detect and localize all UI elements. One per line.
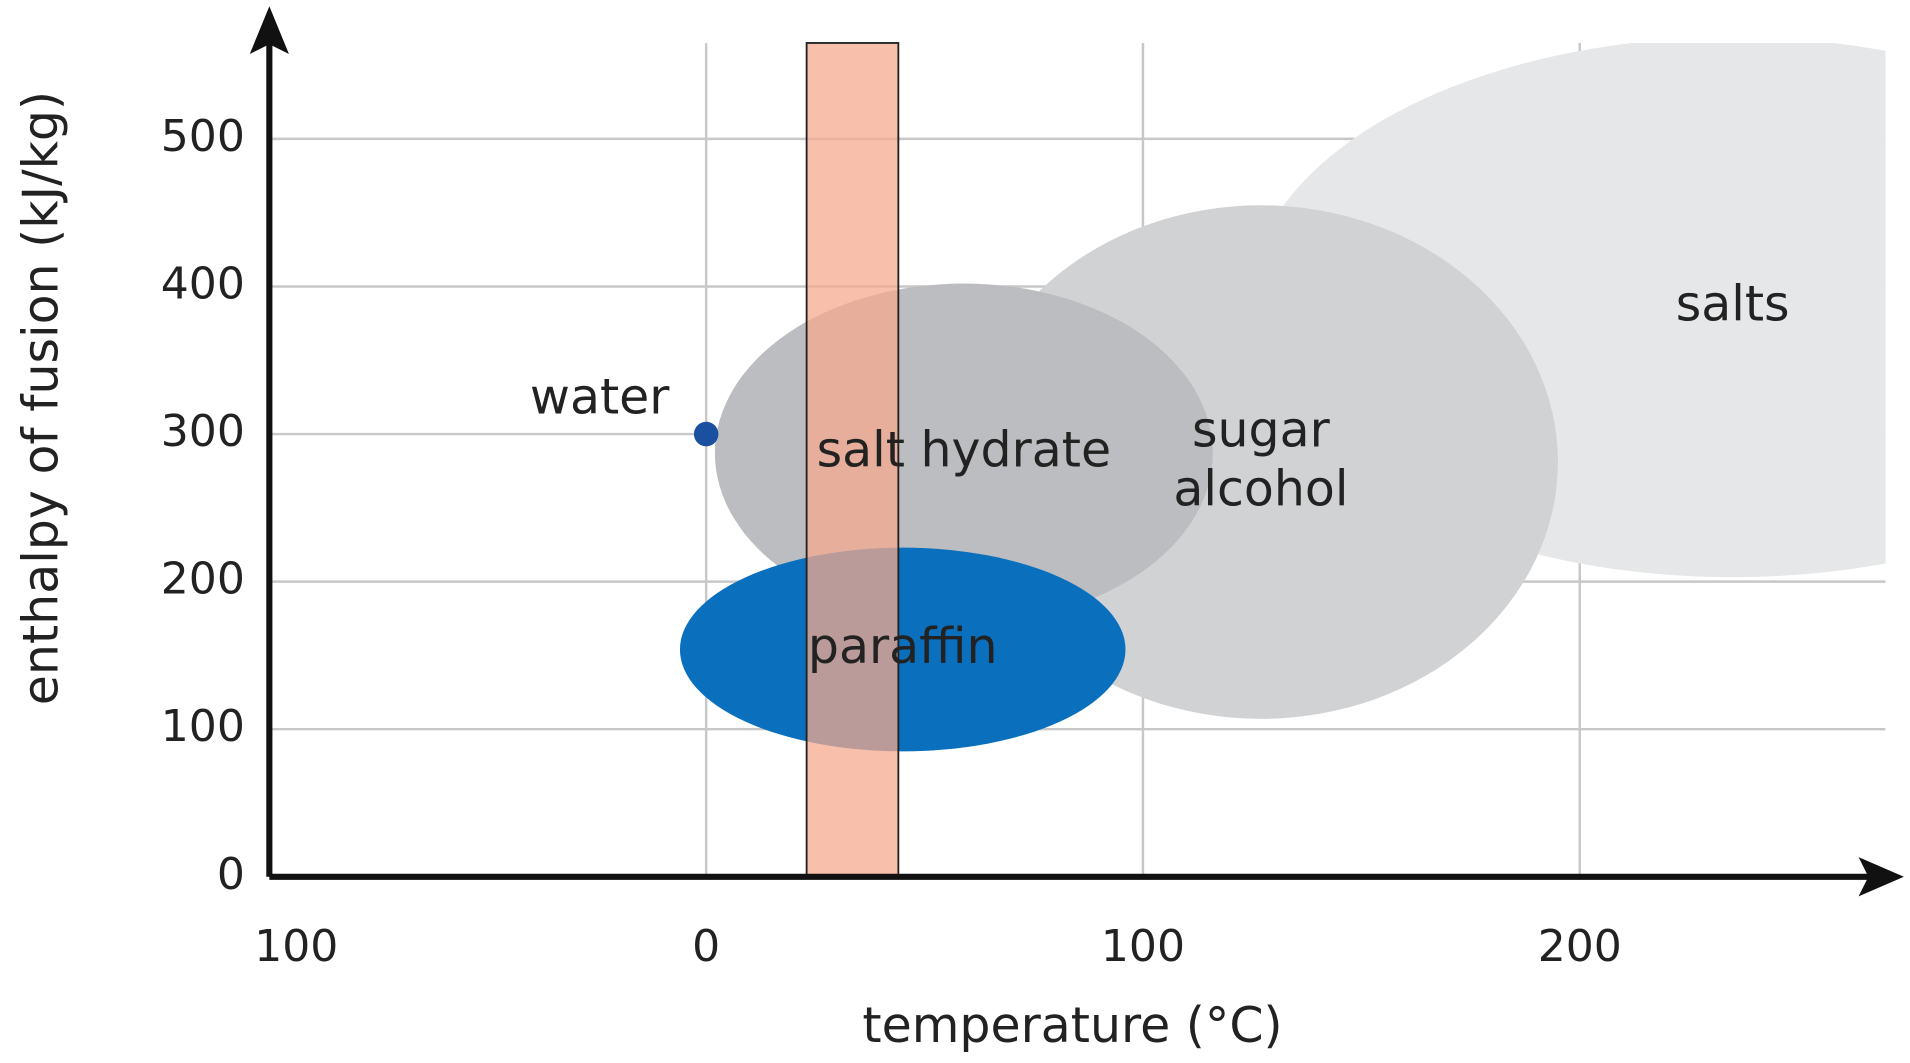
x-tick-label: 0	[692, 921, 720, 972]
y-tick-label: 500	[161, 111, 245, 162]
y-tick-label: 200	[161, 554, 245, 605]
point-label: water	[530, 368, 670, 425]
region-label: salts	[1676, 276, 1790, 333]
y-axis-title: enthalpy of fusion (kJ/kg)	[13, 91, 70, 705]
region-label: paraffin	[808, 618, 998, 675]
region-label: sugar alcohol	[1173, 401, 1348, 517]
y-axis-arrow	[249, 6, 289, 54]
y-tick-label: 0	[217, 849, 245, 900]
x-tick-label: 200	[1538, 921, 1622, 972]
region-label: salt hydrate	[817, 422, 1111, 479]
x-axis-arrow	[1858, 857, 1904, 897]
y-tick-label: 400	[161, 258, 245, 309]
x-tick-label: 100	[254, 921, 338, 972]
x-axis-title: temperature (°C)	[862, 997, 1282, 1054]
region	[679, 547, 1126, 752]
band	[805, 42, 900, 878]
x-tick-label: 100	[1101, 921, 1185, 972]
y-tick-label: 100	[161, 701, 245, 752]
y-tick-label: 300	[161, 406, 245, 457]
point	[693, 421, 719, 447]
